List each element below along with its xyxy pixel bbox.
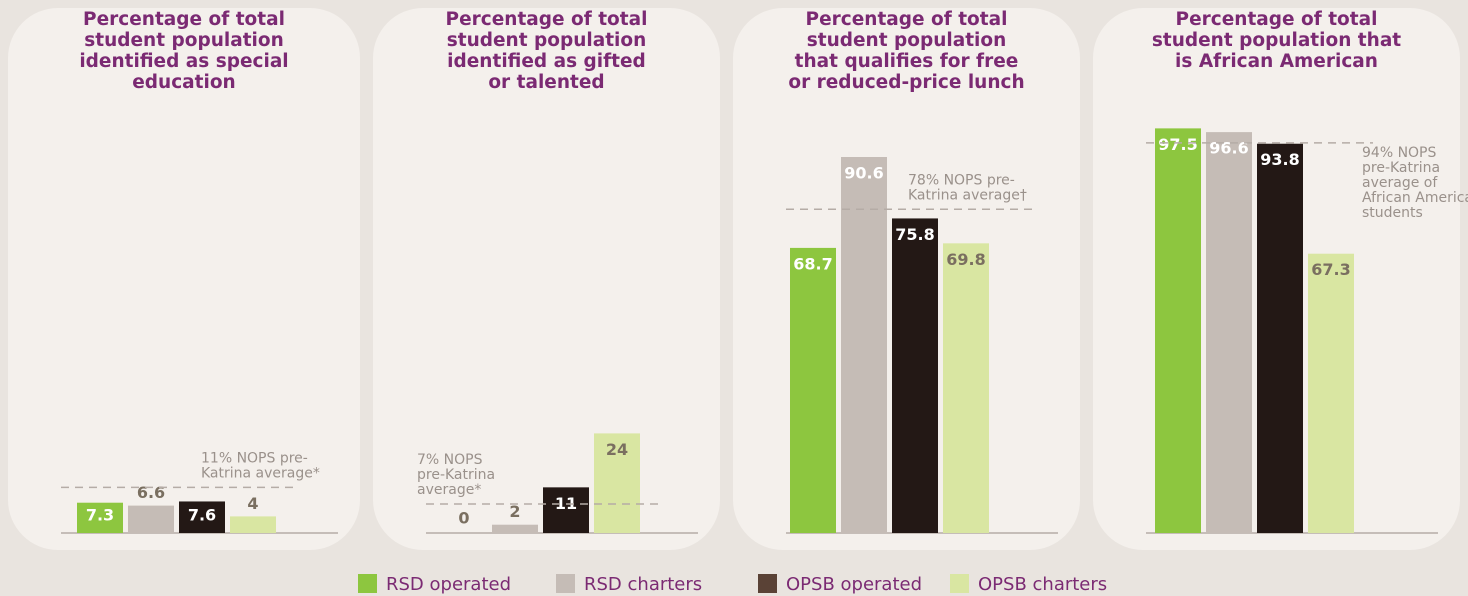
bar <box>230 516 276 533</box>
chart-title: Percentage of total <box>806 9 1008 30</box>
legend-label: OPSB operated <box>786 574 922 595</box>
value-label: 97.5 <box>1158 135 1197 154</box>
bar <box>543 487 589 533</box>
legend-swatch <box>950 574 969 593</box>
bar <box>943 243 989 533</box>
value-label: 93.8 <box>1260 150 1299 169</box>
annotation: 7% NOPS <box>417 452 483 468</box>
annotation: 11% NOPS pre- <box>201 450 308 466</box>
chart-title: Percentage of total <box>1176 9 1378 30</box>
bar <box>1257 143 1303 534</box>
bar <box>128 505 174 533</box>
annotation: 78% NOPS pre- <box>908 172 1015 188</box>
chart-title: Percentage of total <box>446 9 648 30</box>
bar <box>1308 253 1354 533</box>
value-label: 90.6 <box>844 164 883 183</box>
chart-title: identified as gifted <box>447 51 646 72</box>
value-label: 4 <box>247 494 258 513</box>
legend-label: RSD charters <box>584 574 702 595</box>
bar <box>892 218 938 533</box>
legend-swatch <box>758 574 777 593</box>
value-label: 24 <box>606 440 628 459</box>
chart-title: education <box>132 72 235 93</box>
annotation: 94% NOPS <box>1362 145 1437 161</box>
chart-title: student population <box>807 30 1007 51</box>
annotation: African American <box>1362 190 1468 206</box>
legend-label: OPSB charters <box>978 574 1107 595</box>
legend-swatch <box>556 574 575 593</box>
bar <box>790 247 836 533</box>
bar <box>594 433 640 533</box>
value-label: 96.6 <box>1209 139 1248 158</box>
chart-title: that qualifies for free <box>795 51 1019 72</box>
annotation: Katrina average† <box>908 187 1027 203</box>
legend-label: RSD operated <box>386 574 511 595</box>
value-label: 7.6 <box>188 506 216 525</box>
bar <box>841 157 887 533</box>
annotation: average of <box>1362 175 1438 191</box>
value-label: 67.3 <box>1311 260 1350 279</box>
bar <box>77 502 123 533</box>
chart-title: or reduced-price lunch <box>788 72 1024 93</box>
bar <box>492 524 538 533</box>
value-label: 0 <box>458 509 469 528</box>
legend-swatch <box>358 574 377 593</box>
value-label: 69.8 <box>946 250 985 269</box>
bar <box>1206 132 1252 534</box>
chart-title: or talented <box>488 72 604 93</box>
chart-title: Percentage of total <box>83 9 285 30</box>
bar <box>1155 128 1201 533</box>
panel <box>373 8 720 550</box>
annotation: Katrina average* <box>201 465 320 481</box>
chart-title: student population that <box>1152 30 1401 51</box>
annotation: pre-Katrina <box>417 467 495 483</box>
chart-title: identified as special <box>79 51 288 72</box>
bar <box>179 501 225 533</box>
value-label: 68.7 <box>793 254 832 273</box>
panel <box>8 8 360 550</box>
annotation: pre-Katrina <box>1362 160 1440 176</box>
value-label: 7.3 <box>86 506 114 525</box>
chart-title: student population <box>84 30 284 51</box>
value-label: 6.6 <box>137 483 165 502</box>
annotation: average* <box>417 482 481 498</box>
value-label: 75.8 <box>895 225 934 244</box>
chart-title: student population <box>447 30 647 51</box>
value-label: 2 <box>509 502 520 521</box>
annotation: students <box>1362 205 1423 221</box>
chart-title: is African American <box>1175 51 1378 72</box>
